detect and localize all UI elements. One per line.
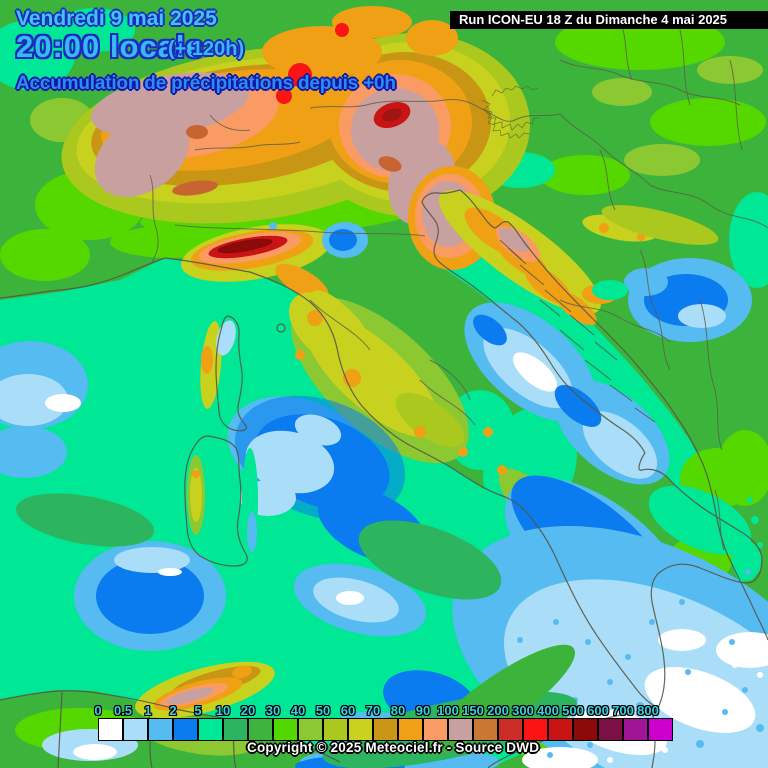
legend-color-cell <box>323 718 348 741</box>
africa-precip-streak <box>135 661 275 719</box>
legend-tick: 800 <box>637 703 659 718</box>
coastlines <box>0 189 768 768</box>
balkan-blue-precip <box>592 258 752 342</box>
legend-tick: 5 <box>194 703 202 718</box>
legend-tick: 0 <box>94 703 102 718</box>
map-subtitle: Accumulation de précipitations depuis +0… <box>16 73 396 94</box>
speckles-green <box>747 497 763 548</box>
legend-color-cell <box>248 718 273 741</box>
legend-tick: 20 <box>240 703 256 718</box>
legend-color-cell <box>273 718 298 741</box>
copyright-label: Copyright © 2025 Meteociel.fr - Source D… <box>247 740 540 755</box>
legend-tick: 400 <box>537 703 559 718</box>
country-borders <box>149 19 768 551</box>
legend-color-cell <box>648 718 673 741</box>
croatian-islands <box>499 239 656 423</box>
legend-color-cell <box>373 718 398 741</box>
legend-tick: 150 <box>462 703 484 718</box>
legend-color-cell <box>448 718 473 741</box>
legend-tick: 50 <box>315 703 331 718</box>
legend-tick: 30 <box>265 703 281 718</box>
legend-tick: 60 <box>340 703 356 718</box>
legend-color-cell <box>298 718 323 741</box>
legend-color-cell <box>198 718 223 741</box>
liguria-extreme-precip <box>181 224 349 320</box>
legend-color-cell <box>98 718 123 741</box>
legend-tick: 90 <box>415 703 431 718</box>
legend-ticks: 0 0.5 1 2 5 10 20 30 40 50 60 70 80 90 100 150 200 300 400… <box>94 703 698 718</box>
forecast-offset-label: (+ 120h) <box>168 38 245 60</box>
legend-tick: 300 <box>512 703 534 718</box>
croatia-precip-band <box>439 190 719 326</box>
date-label: Vendredi 9 mai 2025 <box>16 7 217 30</box>
legend-color-cell <box>523 718 548 741</box>
islands-precip <box>190 320 258 552</box>
run-info-box: Run ICON-EU 18 Z du Dimanche 4 mai 2025 <box>450 11 768 29</box>
legend-tick: 70 <box>365 703 381 718</box>
legend-tick: 80 <box>390 703 406 718</box>
legend-tick: 10 <box>215 703 231 718</box>
legend-color-cell <box>473 718 498 741</box>
legend-tick: 700 <box>612 703 634 718</box>
legend-color-cell <box>548 718 573 741</box>
legend-color-cell <box>398 718 423 741</box>
time-label: 20:00 locale <box>16 29 204 64</box>
legend-color-cell <box>498 718 523 741</box>
legend-tick: 200 <box>487 703 509 718</box>
adriatic-light-precip <box>464 302 670 485</box>
legend-tick: 600 <box>587 703 609 718</box>
legend-color-cell <box>423 718 448 741</box>
admin-borders-cluster <box>481 85 540 139</box>
legend-color-cell <box>223 718 248 741</box>
legend-color-cell <box>623 718 648 741</box>
legend-color-cell <box>348 718 373 741</box>
legend-color-cell <box>148 718 173 741</box>
legend-color-cell <box>123 718 148 741</box>
apennine-precip <box>289 292 616 604</box>
legend-bar <box>98 718 673 741</box>
alps-heavy-precip <box>61 6 530 226</box>
legend-tick: 2 <box>169 703 177 718</box>
legend-tick: 500 <box>562 703 584 718</box>
legend-tick: 0.5 <box>113 703 133 718</box>
legend-tick: 100 <box>437 703 459 718</box>
legend-tick: 1 <box>144 703 152 718</box>
legend-color-cell <box>173 718 198 741</box>
legend-tick: 40 <box>290 703 306 718</box>
legend-color-cell <box>598 718 623 741</box>
legend-color-cell <box>573 718 598 741</box>
